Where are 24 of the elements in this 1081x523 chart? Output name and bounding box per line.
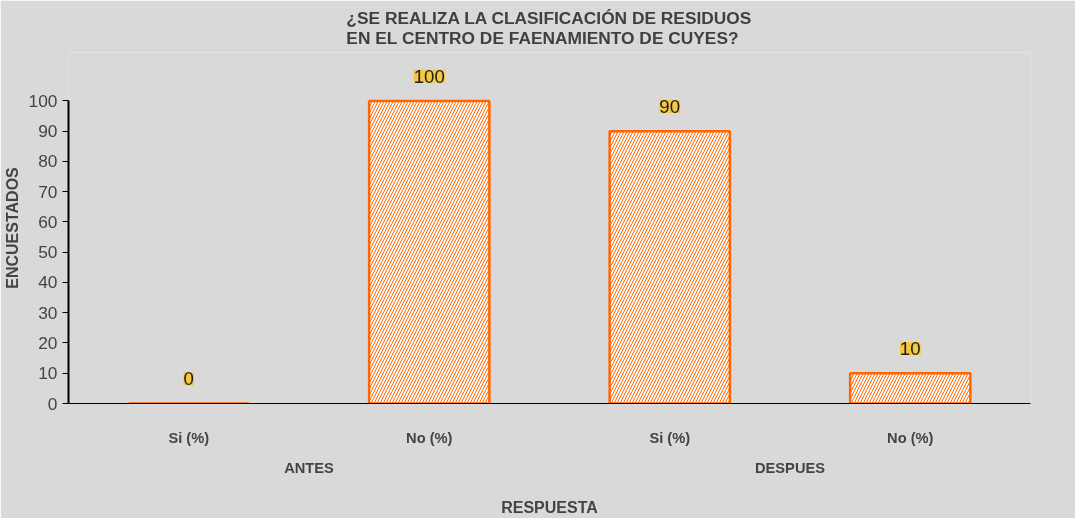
y-tick-label: 80 [38, 151, 58, 172]
y-tick-label: 0 [47, 393, 58, 414]
data-label: 100 [413, 65, 445, 87]
x-tick-label: Si (%) [168, 429, 210, 446]
x-axis-title: RESPUESTA [501, 498, 599, 516]
chart-title: ¿SE REALIZA LA CLASIFICACIÓN DE RESIDUOS EN EL CENTRO DE FAENAMIENTO DE CUYES? [346, 7, 752, 48]
y-tick-label: 20 [38, 332, 58, 353]
data-label: 10 [899, 338, 921, 360]
y-tick-label: 60 [38, 211, 58, 232]
y-tick-label: 100 [28, 90, 58, 111]
y-tick-label: 30 [38, 302, 58, 323]
y-tick-label: 10 [38, 363, 58, 384]
data-label: 90 [659, 96, 681, 118]
data-label: 0 [183, 368, 194, 390]
y-tick-label: 40 [38, 272, 58, 293]
y-tick-label: 90 [38, 121, 58, 142]
x-tick-label: Si (%) [649, 429, 691, 446]
x-tick-label: No (%) [887, 429, 934, 446]
y-axis-title: ENCUESTADOS [3, 166, 21, 289]
y-tick-label: 50 [38, 242, 58, 263]
text: ANTES [284, 459, 335, 476]
text: DESPUES [754, 459, 826, 476]
y-tick-label: 70 [38, 181, 58, 202]
x-tick-label: No (%) [406, 429, 453, 446]
